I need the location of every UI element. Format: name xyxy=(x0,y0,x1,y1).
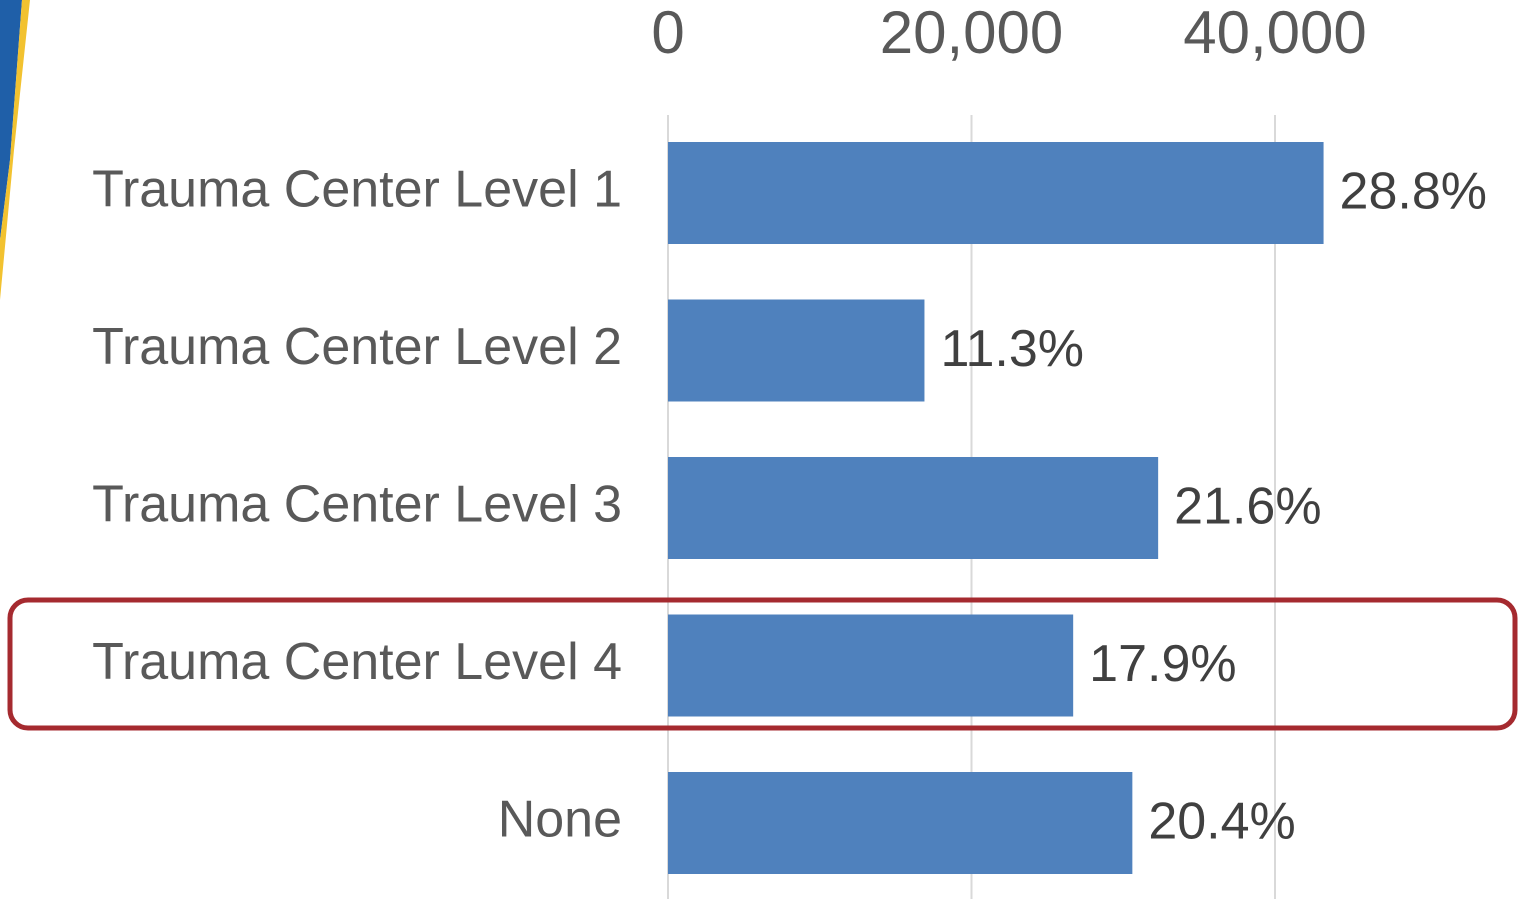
data-label: 20.4% xyxy=(1148,793,1295,851)
decoration xyxy=(0,0,22,240)
bar xyxy=(668,772,1133,874)
category-label: Trauma Center Level 4 xyxy=(92,633,622,691)
x-tick-label: 0 xyxy=(651,0,684,66)
bar xyxy=(668,457,1159,559)
data-label: 17.9% xyxy=(1089,635,1236,693)
x-tick-label: 40,000 xyxy=(1183,0,1367,66)
category-label: Trauma Center Level 2 xyxy=(92,318,622,376)
bar xyxy=(668,299,925,402)
bar xyxy=(668,614,1074,717)
data-label: 21.6% xyxy=(1174,478,1321,536)
category-label: Trauma Center Level 3 xyxy=(92,476,622,534)
category-label: None xyxy=(498,791,622,849)
bars xyxy=(668,142,1324,874)
data-label: 28.8% xyxy=(1340,163,1487,221)
highlight-box xyxy=(7,597,1518,731)
category-label: Trauma Center Level 1 xyxy=(92,161,622,219)
x-tick-label: 20,000 xyxy=(880,0,1064,66)
bar xyxy=(668,142,1324,244)
data-label: 11.3% xyxy=(940,320,1084,378)
